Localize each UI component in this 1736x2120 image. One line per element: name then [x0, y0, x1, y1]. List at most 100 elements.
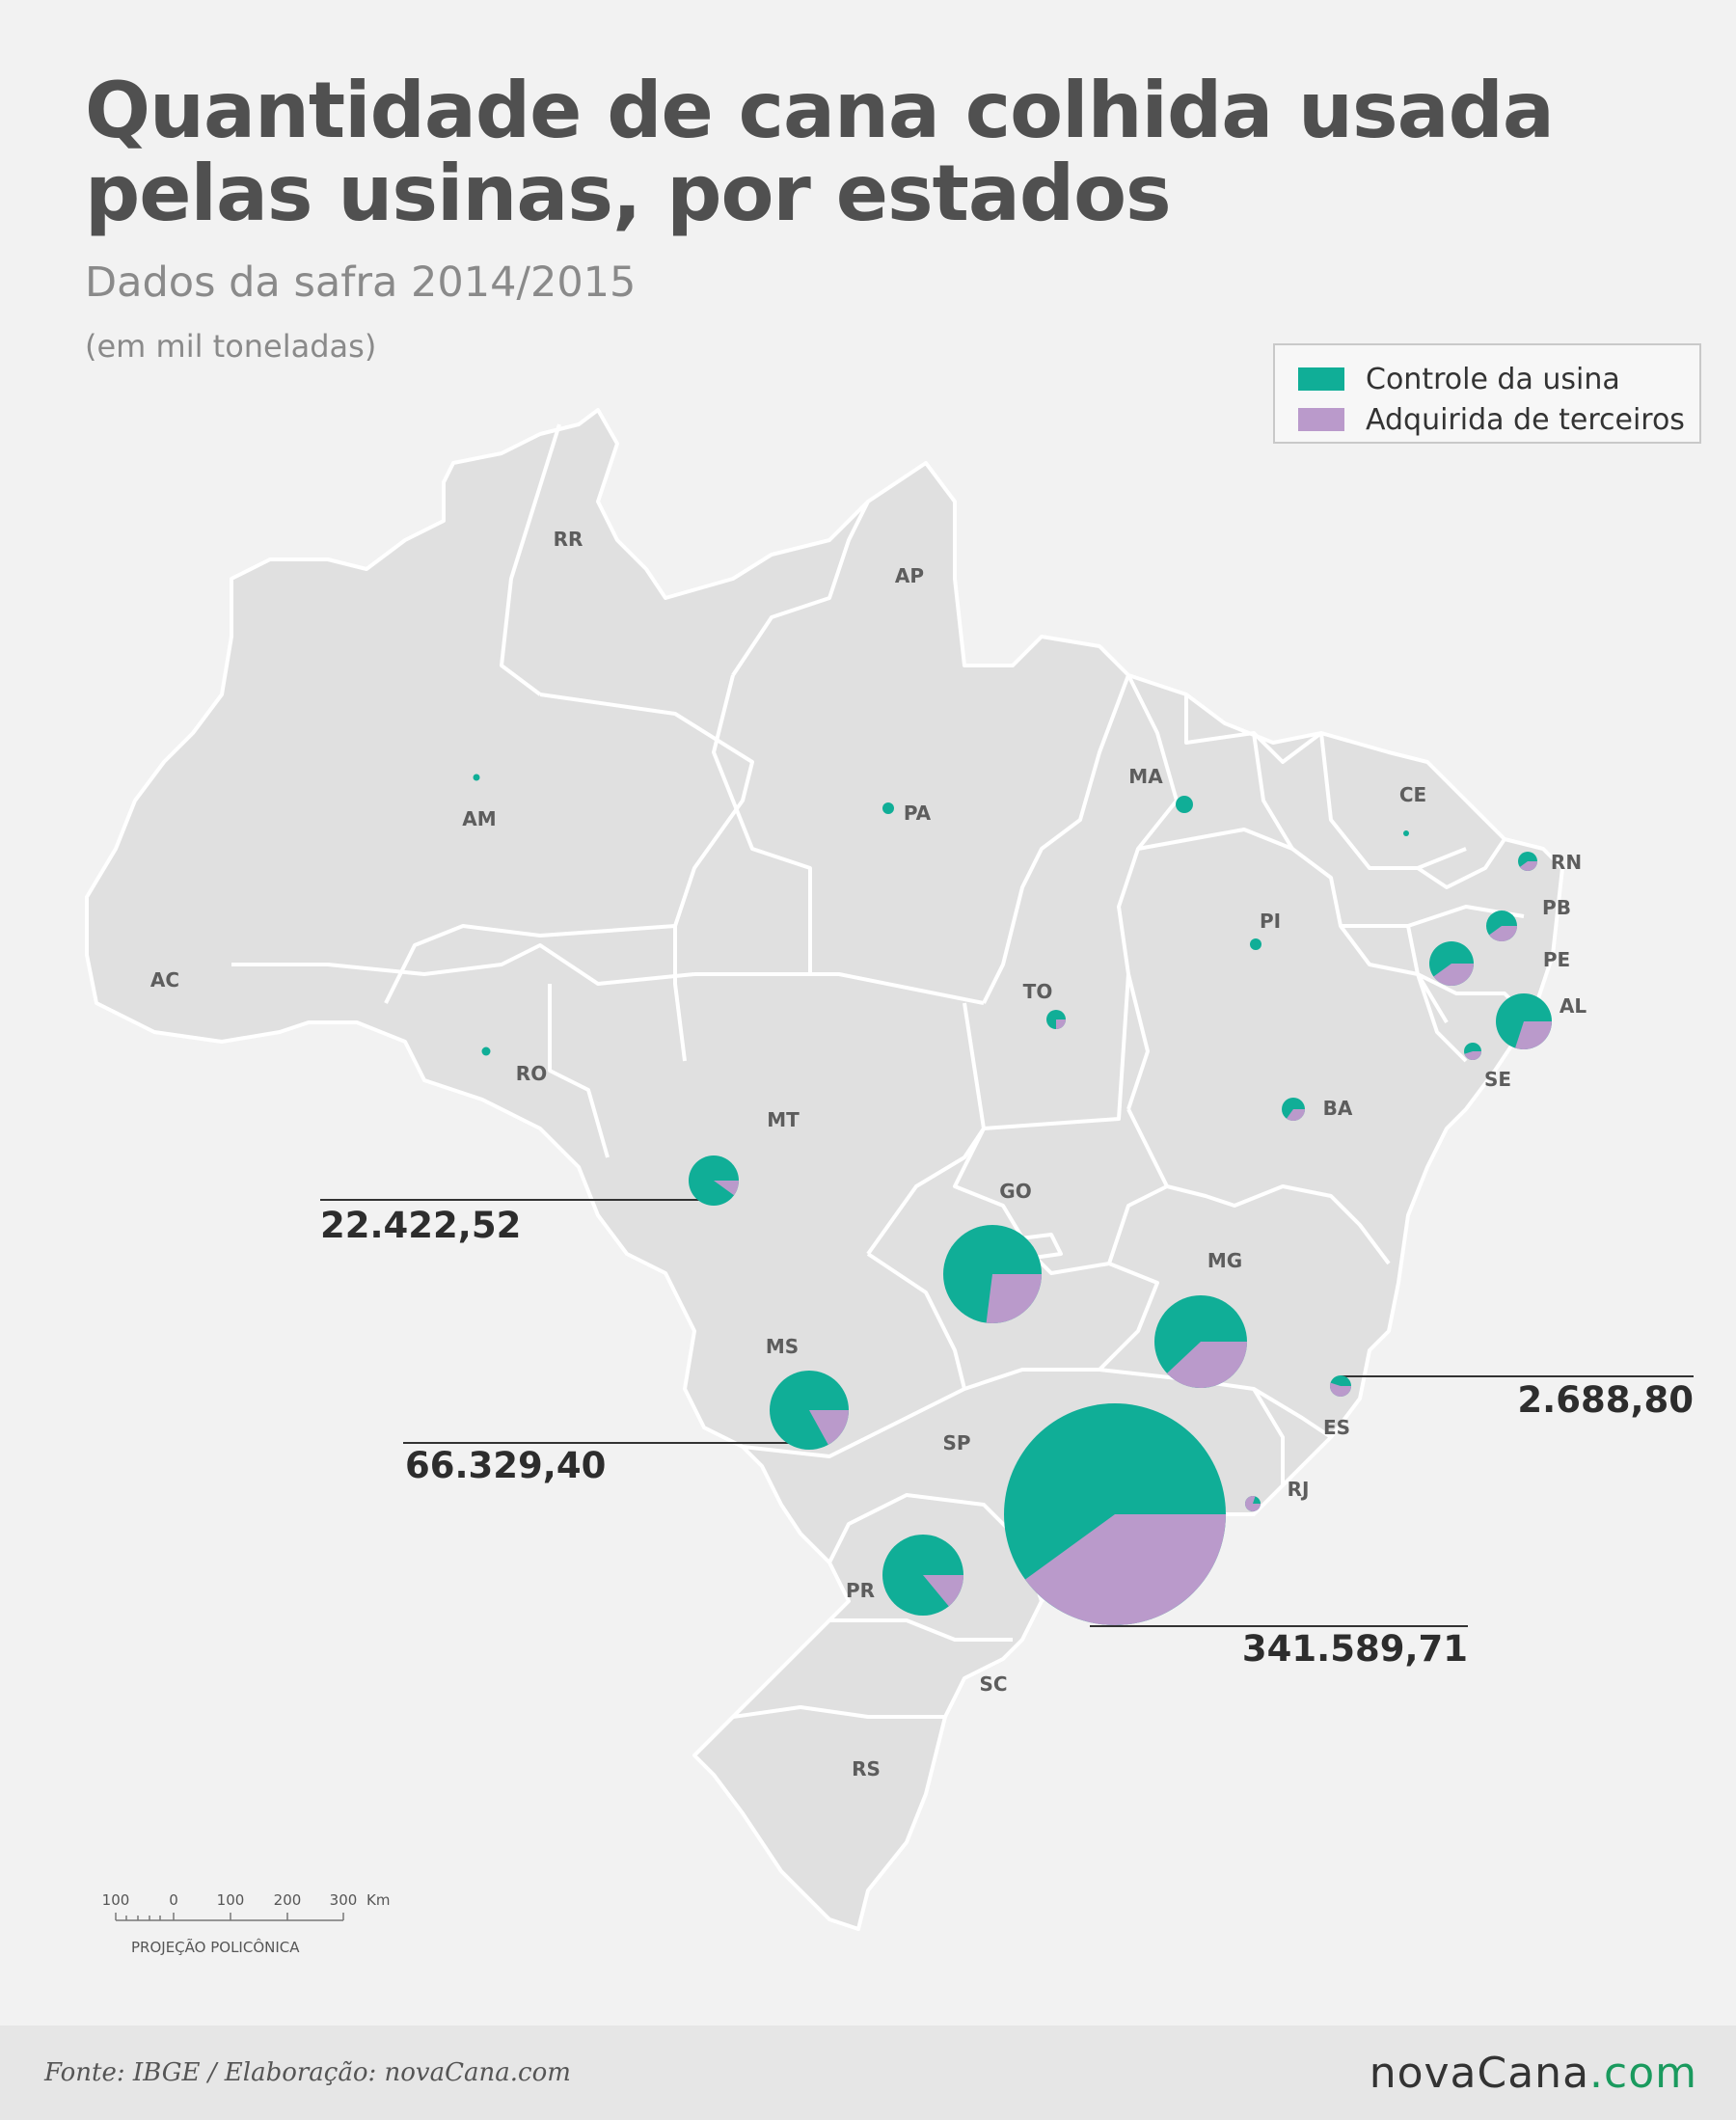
pie-slice-terceiros-pb: [1489, 926, 1517, 941]
pie-am: [473, 774, 480, 781]
country-shape: [85, 408, 1564, 1931]
logo-suffix: .com: [1589, 2049, 1697, 2098]
pie-slice-terceiros-rn: [1519, 861, 1537, 872]
state-label-es: ES: [1323, 1416, 1350, 1439]
callout-values: 22.422,52 66.329,40 2.688,80 341.589,71: [320, 1205, 1694, 1670]
pie-slice-terceiros-al: [1515, 1021, 1552, 1049]
state-label-sc: SC: [979, 1672, 1007, 1696]
pie-pe: [1429, 941, 1474, 987]
legend-swatch-controle: [1298, 367, 1344, 391]
state-label-rn: RN: [1551, 851, 1582, 874]
pie-markers: [473, 774, 1552, 1625]
state-label-pi: PI: [1260, 910, 1281, 933]
pie-pr: [882, 1535, 963, 1616]
pie-ms: [770, 1371, 849, 1450]
pie-rn: [1518, 852, 1537, 872]
pie-mt: [689, 1155, 739, 1206]
callout-value-es: 2.688,80: [1517, 1379, 1694, 1421]
callout-leaders: [320, 1199, 1694, 1627]
brazil-map: RR AP AM PA MA CE RN PB PE AL SE PI AC T…: [85, 408, 1694, 1956]
unit-note: (em mil toneladas): [85, 328, 377, 365]
state-label-mt: MT: [767, 1108, 800, 1131]
state-label-rr: RR: [554, 528, 583, 551]
state-label-ce: CE: [1399, 783, 1426, 806]
state-label-pa: PA: [904, 802, 932, 825]
state-label-ac: AC: [150, 968, 179, 992]
novacana-logo: novaCana.com: [1370, 2049, 1697, 2098]
scale-unit: Km: [366, 1891, 390, 1909]
pie-slice-terceiros-ba: [1286, 1109, 1305, 1121]
legend-swatch-terceiros: [1298, 408, 1344, 431]
source-note: Fonte: IBGE / Elaboração: novaCana.com: [44, 2058, 571, 2087]
scale-bar: 100 0 100 200 300 Km PROJEÇÃO POLICÔNICA: [102, 1891, 391, 1956]
map-title: Quantidade de cana colhida usada pelas u…: [85, 66, 1555, 238]
pie-slice-terceiros-se: [1464, 1051, 1481, 1060]
map-subtitle: Dados da safra 2014/2015: [85, 258, 637, 307]
pie-slice-terceiros-es: [1330, 1382, 1351, 1397]
pie-slice-terceiros-rj: [1245, 1496, 1261, 1511]
pie-rj: [1245, 1496, 1261, 1511]
pie-sp: [1004, 1403, 1226, 1625]
scale-tick-2: 100: [217, 1891, 245, 1909]
state-labels: RR AP AM PA MA CE RN PB PE AL SE PI AC T…: [150, 528, 1587, 1780]
state-label-ro: RO: [516, 1062, 547, 1085]
pie-slice-controle-pa: [882, 802, 894, 814]
state-label-al: AL: [1560, 994, 1587, 1018]
state-label-ba: BA: [1323, 1097, 1353, 1120]
pie-slice-controle-pi: [1250, 938, 1261, 950]
callout-value-ms: 66.329,40: [405, 1445, 606, 1486]
footer: Fonte: IBGE / Elaboração: novaCana.com n…: [0, 2025, 1736, 2120]
callout-value-mt: 22.422,52: [320, 1205, 521, 1246]
scale-projection: PROJEÇÃO POLICÔNICA: [131, 1938, 300, 1956]
state-label-ma: MA: [1128, 765, 1163, 788]
state-label-go: GO: [999, 1180, 1031, 1203]
pie-pa: [882, 802, 894, 814]
pie-to: [1046, 1010, 1066, 1029]
state-label-pb: PB: [1542, 896, 1571, 919]
logo-main: novaCana: [1369, 2049, 1590, 2098]
pie-se: [1464, 1043, 1481, 1060]
scale-tick-4: 300: [330, 1891, 358, 1909]
state-label-ms: MS: [766, 1335, 799, 1358]
scale-tick-3: 200: [274, 1891, 302, 1909]
pie-slice-terceiros-pe: [1433, 964, 1474, 987]
pie-slice-terceiros-go: [986, 1274, 1042, 1323]
pie-slice-controle-ce: [1403, 830, 1409, 836]
pie-slice-controle-ro: [481, 1046, 491, 1056]
legend-item-controle: Controle da usina: [1298, 359, 1699, 399]
pie-pi: [1250, 938, 1261, 950]
pie-pb: [1486, 911, 1517, 941]
pie-slice-terceiros-ms: [809, 1410, 849, 1445]
legend-item-terceiros: Adquirida de terceiros: [1298, 399, 1699, 440]
state-label-rs: RS: [852, 1757, 881, 1780]
pie-go: [943, 1225, 1042, 1323]
callout-value-sp: 341.589,71: [1242, 1628, 1468, 1670]
state-label-rj: RJ: [1288, 1478, 1310, 1501]
pie-ce: [1403, 830, 1409, 836]
pie-slice-controle-am: [473, 774, 480, 781]
pie-slice-terceiros-sp: [1024, 1514, 1226, 1625]
state-label-to: TO: [1023, 980, 1053, 1003]
scale-tick-0: 100: [102, 1891, 130, 1909]
pie-slice-terceiros-to: [1056, 1019, 1066, 1029]
scale-tick-1: 0: [169, 1891, 178, 1909]
state-label-pe: PE: [1543, 948, 1570, 971]
pie-mg: [1154, 1295, 1247, 1389]
pie-al: [1496, 993, 1552, 1049]
legend-label-controle: Controle da usina: [1366, 362, 1620, 396]
pie-ba: [1282, 1098, 1305, 1121]
pie-ro: [481, 1046, 491, 1056]
state-label-mg: MG: [1207, 1249, 1242, 1272]
pie-slice-terceiros-mt: [714, 1181, 739, 1196]
pie-ma: [1176, 796, 1193, 813]
pie-slice-controle-ma: [1176, 796, 1193, 813]
state-label-pr: PR: [846, 1579, 875, 1602]
legend-label-terceiros: Adquirida de terceiros: [1366, 402, 1685, 437]
legend: Controle da usina Adquirida de terceiros: [1273, 343, 1701, 444]
state-label-se: SE: [1484, 1068, 1511, 1091]
state-label-am: AM: [462, 807, 496, 830]
pie-slice-terceiros-pr: [923, 1575, 963, 1607]
state-label-ap: AP: [895, 564, 924, 587]
state-label-sp: SP: [942, 1431, 970, 1454]
pie-es: [1330, 1375, 1351, 1397]
